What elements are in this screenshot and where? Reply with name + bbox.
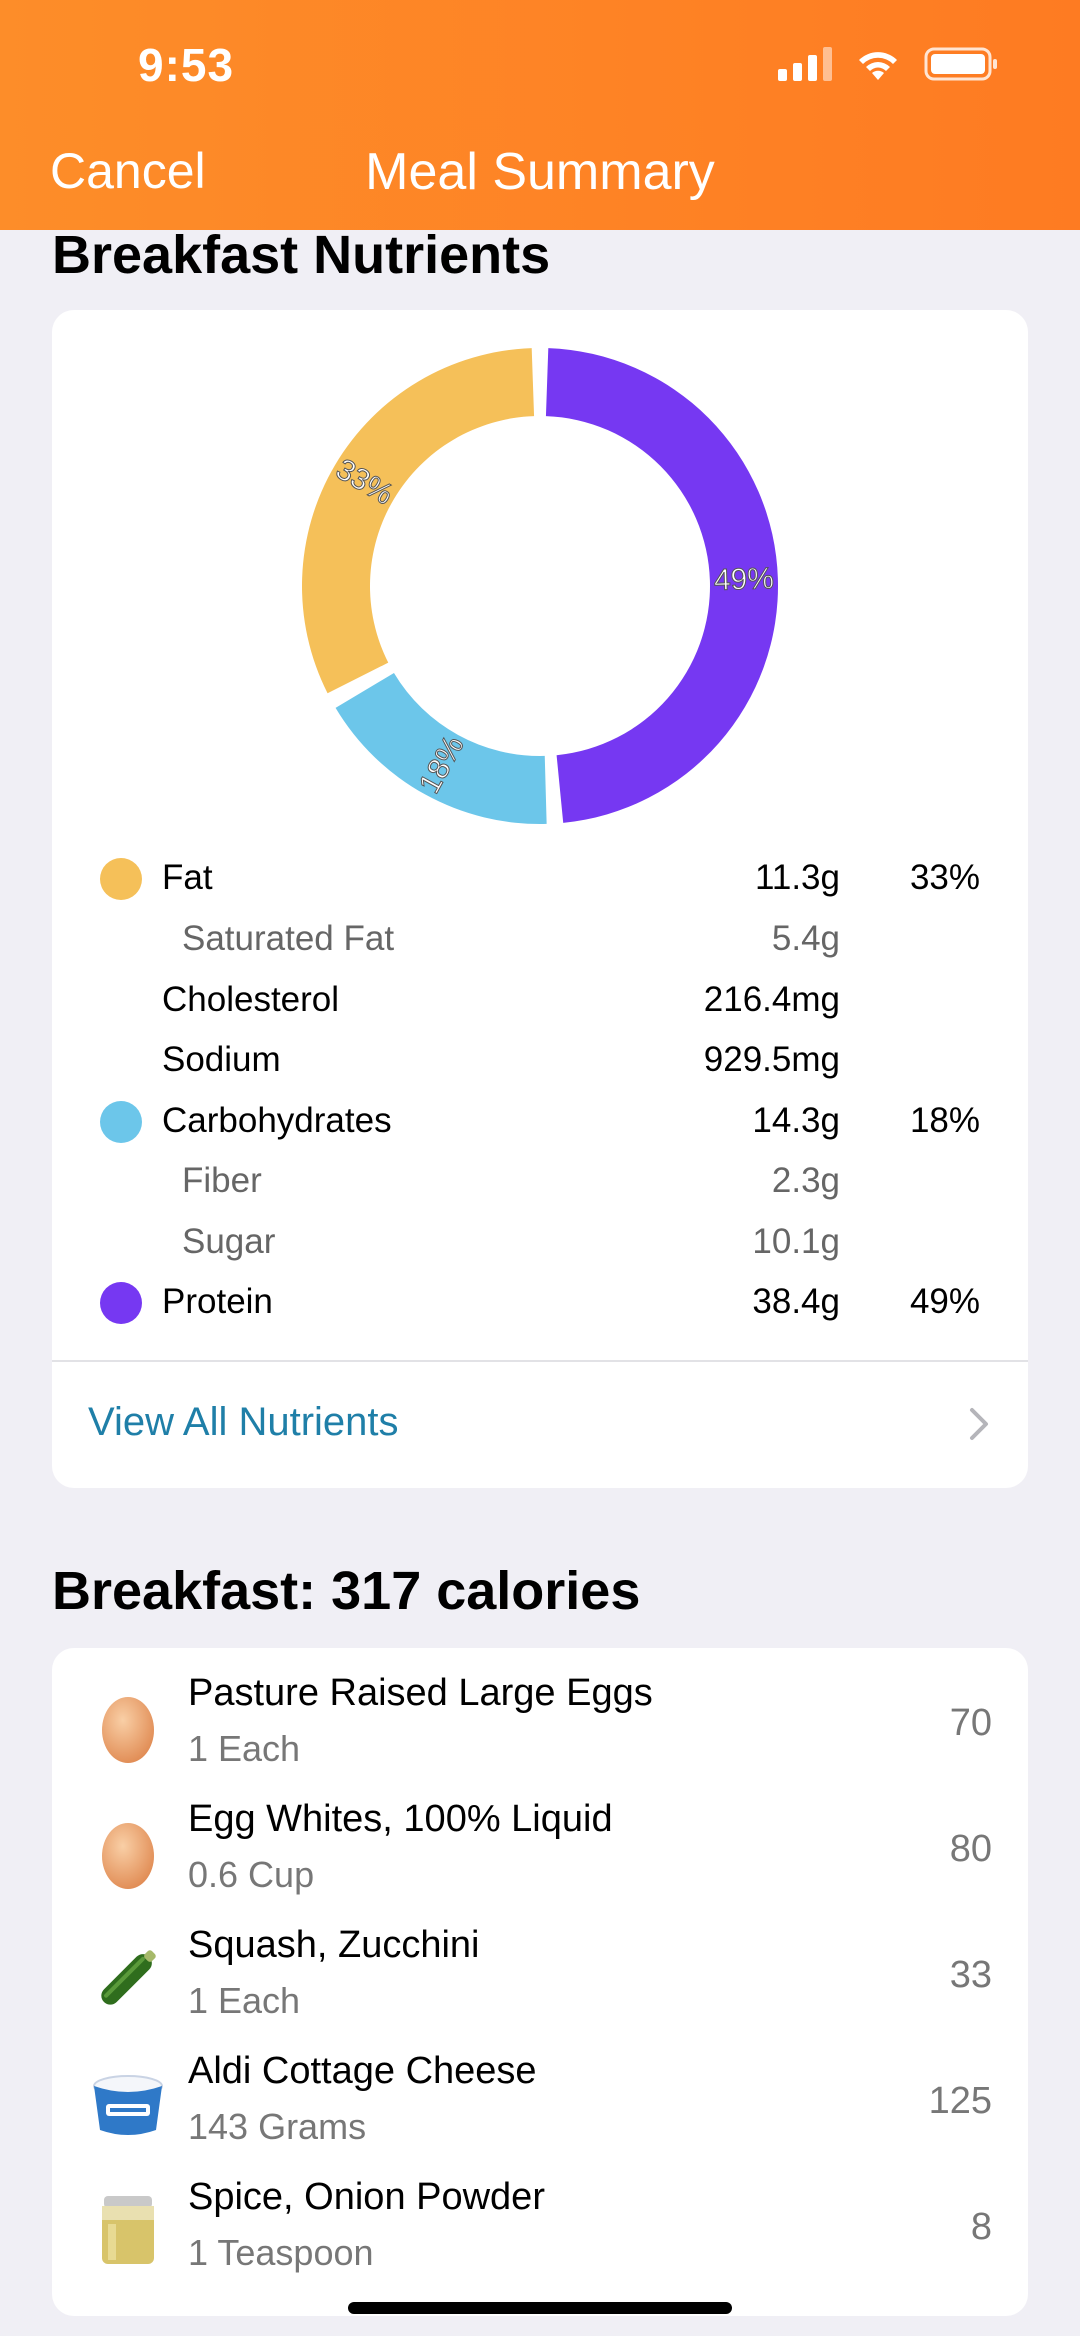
spice-jar-icon [88, 2190, 168, 2270]
food-quantity: 1 Each [188, 1980, 301, 2021]
nutrient-row-sodium: Sodium 929.5mg [52, 1030, 1028, 1090]
egg-icon [88, 1686, 168, 1766]
donut-label-protein: 49% [713, 562, 774, 597]
food-item[interactable]: Aldi Cottage Cheese 143 Grams 125 [52, 2042, 1028, 2168]
food-calories: 70 [949, 1702, 992, 1744]
food-item[interactable]: Egg Whites, 100% Liquid 0.6 Cup 80 [52, 1790, 1028, 1916]
food-name: Aldi Cottage Cheese [188, 2050, 537, 2092]
nutrient-amount: 11.3g [755, 858, 840, 897]
nutrient-amount: 14.3g [752, 1101, 840, 1140]
page-title: Meal Summary [365, 143, 715, 201]
view-all-nutrients-label: View All Nutrients [88, 1400, 399, 1444]
food-quantity: 0.6 Cup [188, 1854, 315, 1895]
nutrient-amount: 38.4g [752, 1282, 840, 1321]
status-icons [778, 44, 1000, 84]
nutrients-section-title: Breakfast Nutrients [52, 225, 551, 285]
nutrient-donut-chart: 49% 18% 33% [52, 310, 1028, 850]
zucchini-icon [88, 1938, 168, 2018]
nutrient-row-fiber: Fiber 2.3g [52, 1151, 1028, 1211]
cancel-button[interactable]: Cancel [50, 143, 206, 199]
chevron-right-icon [968, 1406, 990, 1447]
food-name: Pasture Raised Large Eggs [188, 1672, 653, 1714]
nutrient-amount: 10.1g [752, 1222, 840, 1261]
carbohydrates-color-dot [100, 1101, 142, 1143]
nutrients-card: 49% 18% 33% Fat 11.3g 33% Saturated Fat 5.… [52, 310, 1028, 1488]
nutrient-row-cholesterol: Cholesterol 216.4mg [52, 970, 1028, 1030]
wifi-icon [854, 46, 902, 82]
nutrient-label: Carbohydrates [162, 1101, 392, 1140]
nutrient-label: Fat [162, 858, 213, 897]
view-all-nutrients-link[interactable]: View All Nutrients [52, 1362, 1028, 1486]
nav-header: 9:53 Cancel Meal Summary [0, 0, 1080, 230]
food-calories: 8 [970, 2206, 992, 2248]
food-item[interactable]: Pasture Raised Large Eggs 1 Each 70 [52, 1664, 1028, 1790]
food-quantity: 143 Grams [188, 2106, 367, 2147]
nutrient-percent: 49% [909, 1282, 980, 1321]
donut-slice-carbohydrates [335, 673, 547, 824]
egg-icon [88, 1812, 168, 1892]
protein-color-dot [100, 1282, 142, 1324]
nutrient-label: Saturated Fat [182, 919, 395, 958]
cellular-signal-icon [778, 47, 832, 81]
food-calories: 33 [949, 1954, 992, 1996]
nutrient-row-saturated-fat: Saturated Fat 5.4g [52, 909, 1028, 969]
food-calories: 125 [928, 2080, 992, 2122]
food-quantity: 1 Each [188, 1728, 301, 1769]
nutrient-label: Sodium [162, 1040, 281, 1079]
food-quantity: 1 Teaspoon [188, 2232, 374, 2273]
food-name: Egg Whites, 100% Liquid [188, 1798, 613, 1840]
nutrient-label: Fiber [182, 1161, 262, 1200]
food-calories: 80 [949, 1828, 992, 1870]
nutrient-row-protein: Protein 38.4g 49% [52, 1272, 1028, 1332]
nutrient-percent: 33% [909, 858, 980, 897]
food-name: Squash, Zucchini [188, 1924, 480, 1966]
meal-section-title: Breakfast: 317 calories [52, 1561, 641, 1621]
nutrient-row-fat: Fat 11.3g 33% [52, 848, 1028, 908]
food-item[interactable]: Spice, Onion Powder 1 Teaspoon 8 [52, 2168, 1028, 2294]
nutrient-row-carbohydrates: Carbohydrates 14.3g 18% [52, 1091, 1028, 1151]
meal-items-card: Pasture Raised Large Eggs 1 Each 70 Egg … [52, 1648, 1028, 2316]
nutrient-label: Cholesterol [162, 980, 340, 1019]
cottage-cheese-icon [88, 2064, 168, 2144]
donut-slice-protein [545, 348, 779, 823]
divider [52, 1360, 1028, 1362]
fat-color-dot [100, 858, 142, 900]
nutrient-label: Protein [162, 1282, 273, 1321]
nutrient-row-sugar: Sugar 10.1g [52, 1212, 1028, 1272]
nutrient-amount: 5.4g [771, 919, 840, 958]
food-item[interactable]: Squash, Zucchini 1 Each 33 [52, 1916, 1028, 2042]
battery-icon [924, 46, 1000, 82]
nutrient-label: Sugar [182, 1222, 276, 1261]
nutrient-amount: 216.4mg [703, 980, 840, 1019]
nutrient-amount: 2.3g [771, 1161, 840, 1200]
status-time: 9:53 [138, 39, 235, 91]
nutrient-percent: 18% [909, 1101, 980, 1140]
donut-slice-fat [302, 348, 535, 694]
nutrient-amount: 929.5mg [703, 1040, 840, 1079]
food-name: Spice, Onion Powder [188, 2176, 545, 2218]
home-indicator [348, 2302, 732, 2314]
